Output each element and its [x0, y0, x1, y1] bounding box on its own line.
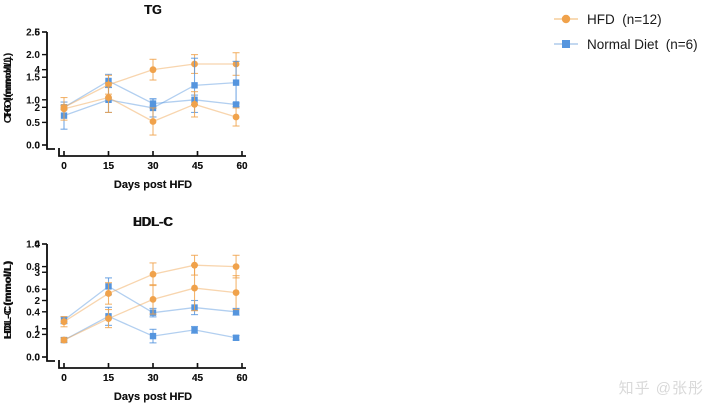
- svg-text:15: 15: [103, 161, 115, 172]
- svg-text:30: 30: [147, 373, 159, 384]
- svg-text:Days post HFD: Days post HFD: [114, 391, 192, 403]
- svg-text:LDL-C (mmol/L): LDL-C (mmol/L): [2, 261, 14, 340]
- svg-text:15: 15: [103, 373, 115, 384]
- svg-text:3: 3: [34, 268, 40, 279]
- hfd-circle-marker-icon: [554, 14, 578, 24]
- legend-item-normal-diet: Normal Diet (n=6): [552, 33, 698, 55]
- svg-text:0.8: 0.8: [26, 262, 40, 273]
- svg-text:0: 0: [61, 373, 67, 384]
- svg-text:TC: TC: [144, 2, 162, 17]
- svg-text:45: 45: [192, 373, 204, 384]
- legend-label-normal-diet: Normal Diet (n=6): [587, 36, 698, 52]
- svg-text:0: 0: [61, 161, 67, 172]
- svg-text:Days post HFD: Days post HFD: [114, 391, 192, 403]
- legend: HFD (n=12) Normal Diet (n=6): [552, 8, 698, 58]
- svg-text:1.0: 1.0: [26, 95, 40, 106]
- svg-text:45: 45: [192, 373, 204, 384]
- svg-text:TG: TG: [144, 2, 162, 17]
- svg-text:0: 0: [61, 373, 67, 384]
- svg-text:0.0: 0.0: [26, 353, 40, 364]
- svg-text:Days post HFD: Days post HFD: [114, 179, 192, 191]
- svg-text:TG (mmol/L): TG (mmol/L): [2, 57, 14, 119]
- svg-text:30: 30: [147, 161, 159, 172]
- svg-text:6: 6: [34, 28, 40, 39]
- svg-text:15: 15: [103, 161, 115, 172]
- svg-text:2: 2: [34, 103, 40, 114]
- svg-text:2.0: 2.0: [26, 50, 40, 61]
- svg-text:HDL-C: HDL-C: [133, 214, 174, 229]
- svg-text:0: 0: [34, 141, 40, 152]
- svg-text:0.0: 0.0: [26, 141, 40, 152]
- svg-text:Days post HFD: Days post HFD: [114, 179, 192, 191]
- svg-text:2.5: 2.5: [26, 28, 40, 39]
- legend-item-hfd: HFD (n=12): [552, 8, 698, 30]
- watermark: 知乎 @张彤: [618, 380, 704, 397]
- svg-text:60: 60: [236, 161, 248, 172]
- svg-text:15: 15: [103, 373, 115, 384]
- svg-text:60: 60: [236, 373, 248, 384]
- svg-text:1.5: 1.5: [26, 73, 40, 84]
- svg-text:1: 1: [34, 324, 40, 335]
- svg-text:30: 30: [147, 161, 159, 172]
- chart-ldl-c: LDL-C LDL-C (mmol/L) Days post HFD 0.0 0.2 0.…: [0, 212, 270, 416]
- svg-text:0.5: 0.5: [26, 118, 40, 129]
- chart-tg-svg: TG TG (mmol/L) Days post HFD 0.0 0.5 1.0 1.5 2.…: [2, 2, 248, 191]
- svg-text:4: 4: [34, 65, 40, 76]
- svg-text:0: 0: [34, 353, 40, 364]
- chart-ldl-c-svg: LDL-C LDL-C (mmol/L) Days post HFD 0.0 0.2 0.…: [2, 214, 248, 403]
- svg-text:60: 60: [236, 161, 248, 172]
- svg-text:4: 4: [34, 240, 40, 251]
- svg-text:LDL-C: LDL-C: [134, 214, 174, 229]
- normal-diet-square-marker-icon: [554, 40, 578, 48]
- svg-text:0.6: 0.6: [26, 285, 40, 296]
- svg-text:1.0: 1.0: [26, 240, 40, 251]
- svg-text:2: 2: [34, 296, 40, 307]
- svg-text:30: 30: [147, 373, 159, 384]
- legend-label-hfd: HFD (n=12): [587, 11, 662, 27]
- svg-text:HDL-C(mmol/L): HDL-C(mmol/L): [2, 262, 14, 339]
- svg-text:45: 45: [192, 161, 204, 172]
- svg-text:CHOl(mmol/L): CHOl(mmol/L): [2, 53, 14, 124]
- svg-text:0: 0: [61, 161, 67, 172]
- svg-text:0.4: 0.4: [26, 307, 40, 318]
- svg-text:45: 45: [192, 161, 204, 172]
- svg-text:60: 60: [236, 373, 248, 384]
- chart-tg: TG TG (mmol/L) Days post HFD 0.0 0.5 1.0 1.5 2.…: [0, 0, 270, 204]
- svg-text:0.2: 0.2: [26, 330, 40, 341]
